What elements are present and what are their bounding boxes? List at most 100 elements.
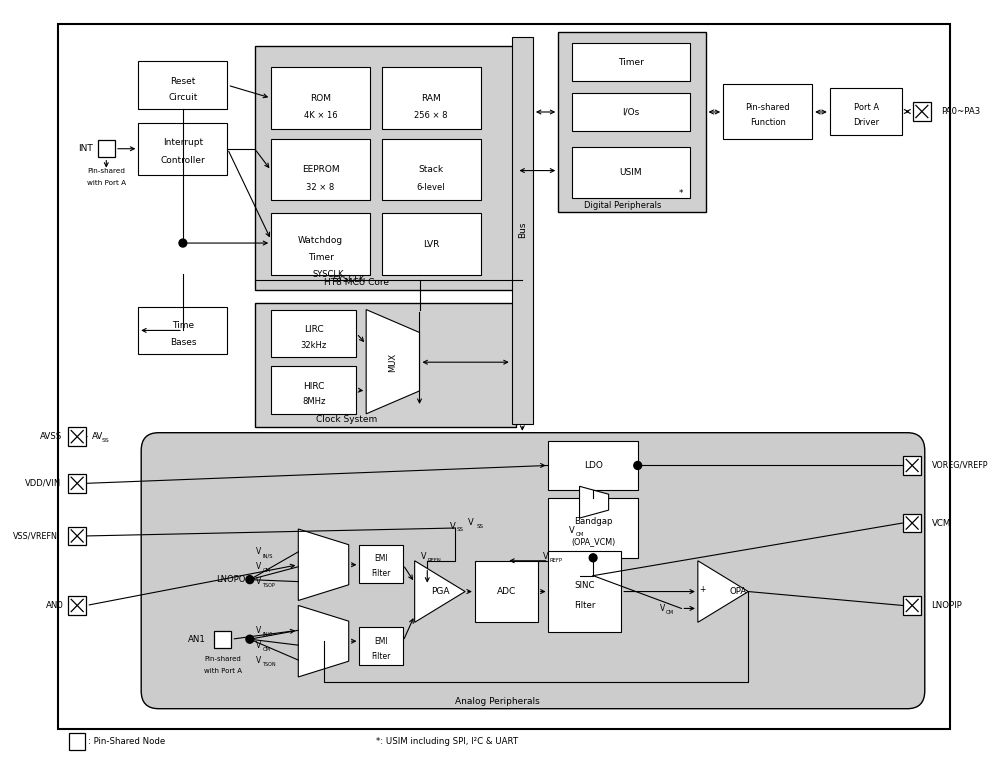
Text: 32kHz: 32kHz xyxy=(301,341,327,350)
Bar xyxy=(903,596,921,615)
Polygon shape xyxy=(415,561,465,622)
Bar xyxy=(359,545,403,583)
Polygon shape xyxy=(580,486,609,518)
Text: LVR: LVR xyxy=(423,240,439,249)
Text: Time: Time xyxy=(172,321,194,330)
Text: with Port A: with Port A xyxy=(87,181,126,186)
Bar xyxy=(98,140,115,157)
Text: VCM: VCM xyxy=(932,519,951,527)
Text: LIRC: LIRC xyxy=(304,325,324,334)
Text: LNOPO: LNOPO xyxy=(216,575,245,584)
Bar xyxy=(69,733,85,750)
Text: with Port A: with Port A xyxy=(204,668,242,674)
Bar xyxy=(271,213,370,275)
Text: SS: SS xyxy=(101,438,109,443)
Bar xyxy=(138,123,227,174)
Text: EMI: EMI xyxy=(374,636,388,646)
Text: *: USIM including SPI, I²C & UART: *: USIM including SPI, I²C & UART xyxy=(376,737,518,746)
Text: ROM: ROM xyxy=(310,93,331,103)
Text: V: V xyxy=(468,517,474,527)
Text: Pin-shared: Pin-shared xyxy=(204,656,241,662)
Bar xyxy=(68,596,86,615)
Text: V: V xyxy=(543,552,548,562)
Text: HIRC: HIRC xyxy=(303,382,324,390)
Text: Circuit: Circuit xyxy=(168,93,198,101)
Bar xyxy=(138,307,227,354)
Text: PGA: PGA xyxy=(431,587,449,596)
Text: EMI: EMI xyxy=(374,555,388,563)
Text: VDD/VIN: VDD/VIN xyxy=(24,479,61,488)
Text: IN/S: IN/S xyxy=(262,553,273,559)
Bar xyxy=(271,139,370,200)
Polygon shape xyxy=(698,561,748,622)
Circle shape xyxy=(246,635,254,643)
Bar xyxy=(138,62,227,109)
Bar xyxy=(913,102,931,121)
Text: SYSCLK: SYSCLK xyxy=(313,270,344,280)
Text: Bandgap: Bandgap xyxy=(574,516,612,526)
Bar xyxy=(382,213,481,275)
Text: AN1: AN1 xyxy=(188,635,206,643)
Bar xyxy=(475,561,538,622)
Text: Filter: Filter xyxy=(372,569,391,578)
Text: Timer: Timer xyxy=(308,253,334,263)
Text: V: V xyxy=(256,548,261,556)
Bar xyxy=(548,551,621,633)
Text: Bus: Bus xyxy=(518,222,527,238)
Text: HT8 MCU Core: HT8 MCU Core xyxy=(324,278,389,287)
Text: V: V xyxy=(256,562,261,571)
Text: 8MHz: 8MHz xyxy=(302,397,325,407)
Text: LNOPIP: LNOPIP xyxy=(932,601,962,610)
Text: Analog Peripherals: Analog Peripherals xyxy=(455,696,539,706)
Bar xyxy=(572,146,690,199)
Text: REFN: REFN xyxy=(427,559,441,563)
Bar xyxy=(903,513,921,533)
Text: V: V xyxy=(256,577,261,586)
Bar xyxy=(68,474,86,493)
Text: 4K × 16: 4K × 16 xyxy=(304,111,337,121)
Text: PA0~PA3: PA0~PA3 xyxy=(941,107,981,116)
Text: Stack: Stack xyxy=(419,165,444,174)
Text: Driver: Driver xyxy=(853,118,879,128)
Text: Filter: Filter xyxy=(372,651,391,661)
Text: Reset: Reset xyxy=(170,76,196,86)
Text: V: V xyxy=(660,604,665,613)
Text: SS: SS xyxy=(477,523,484,528)
Bar xyxy=(723,84,812,139)
Text: Interrupt: Interrupt xyxy=(163,138,203,147)
Text: EEPROM: EEPROM xyxy=(302,165,339,174)
Text: I/Os: I/Os xyxy=(622,108,640,117)
Text: V: V xyxy=(256,626,261,635)
Text: AVSS: AVSS xyxy=(40,432,63,441)
Text: ADC: ADC xyxy=(497,587,516,596)
Text: SYSCLK: SYSCLK xyxy=(332,275,365,284)
Text: Controller: Controller xyxy=(161,156,205,165)
Text: Pin-shared: Pin-shared xyxy=(87,167,125,174)
Text: Digital Peripherals: Digital Peripherals xyxy=(584,201,662,210)
Text: VOREG/VREFP: VOREG/VREFP xyxy=(932,461,988,470)
Text: Clock System: Clock System xyxy=(316,414,377,424)
Text: (OPA_VCM): (OPA_VCM) xyxy=(571,538,615,546)
FancyBboxPatch shape xyxy=(141,432,925,709)
Text: CM: CM xyxy=(576,533,584,538)
Text: V: V xyxy=(569,527,575,535)
Text: : Pin-Shared Node: : Pin-Shared Node xyxy=(88,737,165,746)
Bar xyxy=(68,427,86,446)
Bar xyxy=(512,37,533,424)
Bar xyxy=(271,309,356,358)
Bar xyxy=(359,627,403,665)
Text: V: V xyxy=(450,521,455,530)
Bar xyxy=(271,67,370,129)
Text: CM: CM xyxy=(262,647,271,652)
Polygon shape xyxy=(298,605,349,677)
Circle shape xyxy=(634,461,642,470)
Bar xyxy=(572,93,690,131)
Text: 256 × 8: 256 × 8 xyxy=(414,111,448,121)
Polygon shape xyxy=(366,309,420,414)
Polygon shape xyxy=(298,529,349,601)
Text: *: * xyxy=(679,189,684,198)
Text: Filter: Filter xyxy=(574,601,596,610)
Text: Function: Function xyxy=(750,118,786,128)
Bar xyxy=(214,631,231,647)
Text: Timer: Timer xyxy=(618,58,644,67)
